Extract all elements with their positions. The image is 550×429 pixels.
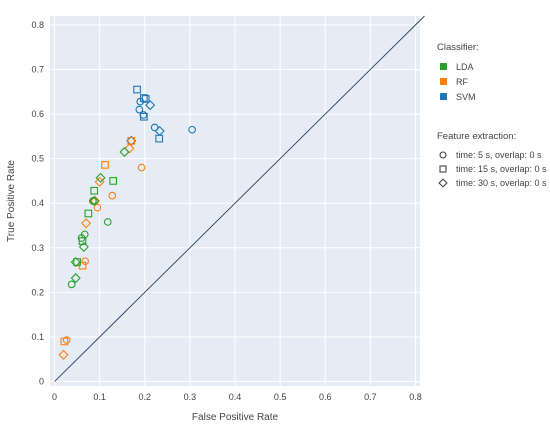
data-point-rf-circle [81, 257, 90, 266]
x-tick-label: 0 [52, 392, 57, 402]
legend-marker-circle [439, 151, 447, 159]
y-tick-labels: 0 0.1 0.2 0.3 0.4 0.5 0.6 0.7 0.8 [31, 20, 44, 387]
data-point-lda-square [84, 209, 93, 218]
data-point-rf-circle [108, 191, 117, 200]
x-tick-label: 0.1 [93, 392, 106, 402]
legend-feature-group[interactable]: time: 5 s, overlap: 0 s time: 15 s, overl… [438, 150, 547, 188]
diagonal-reference-line [54, 15, 425, 382]
data-point-svm-square [140, 94, 148, 102]
y-tick-label: 0.5 [31, 154, 44, 164]
y-tick-label: 0.2 [31, 287, 44, 297]
legend-label-circle[interactable]: time: 5 s, overlap: 0 s [456, 150, 542, 160]
data-point-svm-circle [135, 105, 144, 114]
data-point-rf-square [127, 136, 136, 145]
y-tick-label: 0.8 [31, 20, 44, 30]
legend-marker-diamond [438, 178, 448, 188]
x-axis-title: False Positive Rate [192, 412, 279, 423]
data-point-rf-diamond [58, 349, 69, 360]
y-axis-title: True Positive Rate [6, 160, 17, 242]
data-point-lda-circle [103, 218, 112, 226]
data-point-svm-circle [188, 125, 196, 134]
data-point-svm-square [140, 112, 148, 121]
legend-label-svm[interactable]: SVM [456, 92, 476, 102]
data-point-rf-square [60, 337, 69, 346]
x-tick-label: 0.7 [364, 392, 377, 402]
data-point-svm-diamond [154, 125, 165, 137]
legend-classifier-group[interactable]: LDA RF SVM [440, 62, 476, 102]
legend-swatch-rf[interactable] [440, 78, 447, 85]
y-tick-label: 0.6 [31, 109, 44, 119]
legend-swatch-svm[interactable] [440, 93, 447, 100]
data-point-svm-circle [150, 123, 159, 132]
y-tick-label: 0 [39, 377, 44, 387]
data-point-lda-circle [67, 280, 76, 289]
data-point-lda-diamond [89, 195, 100, 207]
y-tick-label: 0.3 [31, 243, 44, 253]
data-point-rf-circle [62, 336, 71, 344]
legend-feature-title: Feature extraction: [437, 131, 516, 142]
data-point-lda-diamond [119, 146, 130, 158]
data-point-svm-square [133, 85, 141, 94]
x-tick-labels: 0 0.1 0.2 0.3 0.4 0.5 0.6 0.7 0.8 [52, 392, 422, 402]
legend[interactable]: Classifier: LDA RF SVM Feature extraction:… [437, 42, 547, 188]
data-point-rf-circle [93, 203, 102, 212]
data-points [58, 85, 196, 360]
y-tick-label: 0.7 [31, 64, 44, 74]
data-point-rf-circle [137, 163, 146, 172]
data-point-rf-diamond [81, 218, 92, 229]
data-point-lda-diamond [70, 273, 81, 284]
legend-label-rf[interactable]: RF [456, 77, 468, 87]
x-tick-label: 0.6 [319, 392, 332, 402]
data-point-lda-diamond [95, 172, 106, 183]
legend-classifier-title: Classifier: [437, 42, 479, 53]
data-point-lda-square [109, 177, 118, 185]
y-tick-label: 0.4 [31, 198, 44, 208]
data-point-rf-square [101, 161, 109, 169]
x-tick-label: 0.5 [274, 392, 287, 402]
data-point-rf-diamond [124, 143, 135, 154]
data-point-svm-diamond [145, 100, 156, 111]
legend-swatch-lda[interactable] [440, 63, 447, 70]
x-tick-label: 0.8 [409, 392, 422, 402]
x-tick-label: 0.2 [138, 392, 151, 402]
x-tick-label: 0.3 [184, 392, 197, 402]
data-point-lda-diamond [78, 241, 89, 252]
y-tick-label: 0.1 [31, 332, 44, 342]
data-point-lda-square [90, 186, 99, 195]
legend-marker-square [439, 165, 447, 173]
legend-label-lda[interactable]: LDA [456, 62, 474, 72]
legend-label-square[interactable]: time: 15 s, overlap: 0 s [456, 164, 547, 174]
data-point-lda-diamond [70, 257, 81, 268]
data-point-svm-square [141, 95, 150, 103]
data-point-rf-diamond [90, 195, 101, 207]
legend-label-diamond[interactable]: time: 30 s, overlap: 0 s [456, 178, 547, 188]
x-tick-label: 0.4 [229, 392, 242, 402]
